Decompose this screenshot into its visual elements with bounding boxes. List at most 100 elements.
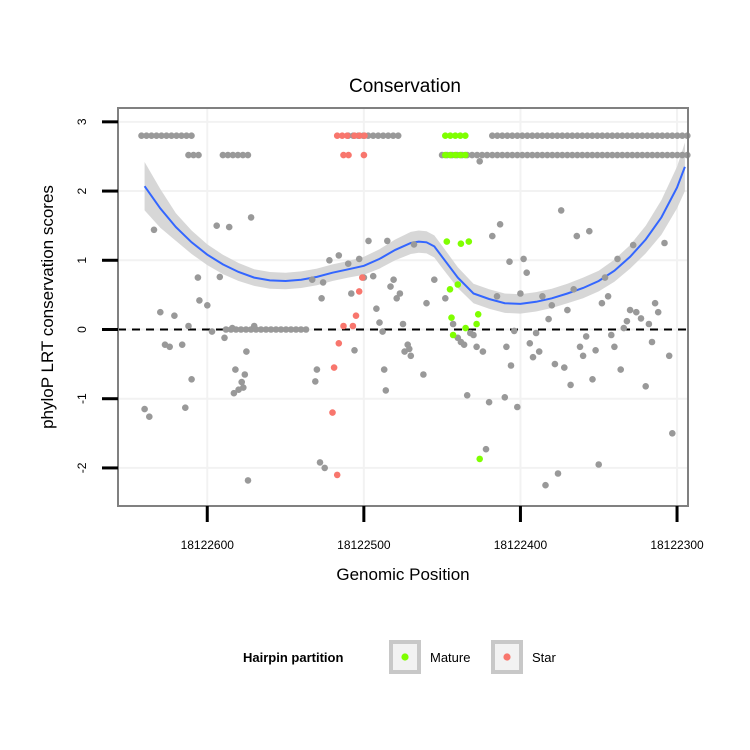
point-other-59: [406, 345, 413, 353]
point-other-65: [442, 295, 449, 302]
point-other-63: [423, 299, 430, 307]
band-point-6-0: [242, 326, 250, 333]
band-point-1-3: [629, 151, 636, 159]
band-point-0-0: [178, 132, 185, 139]
point-other-104: [570, 286, 577, 293]
band-point-0-2: [559, 132, 566, 139]
point-other-21: [232, 366, 239, 373]
band-point-1-3: [639, 151, 646, 159]
band-point-1-3: [669, 151, 676, 159]
point-other-17: [221, 334, 228, 342]
band-point-1-1: [239, 151, 247, 159]
band-point-0-0: [168, 132, 175, 139]
band-point-1-1: [219, 151, 227, 159]
band-point-0-2: [659, 132, 666, 139]
point-mature-8: [473, 320, 480, 328]
band-point-1-0: [185, 151, 192, 159]
panel-border: [117, 107, 689, 507]
band-point-1-1: [244, 151, 252, 159]
band-point-0-1: [394, 132, 402, 139]
x-axis-ticks: 18122600 18122400 18122300: [181, 506, 704, 552]
band-point-1-3: [664, 151, 671, 159]
band-point-0-2: [649, 132, 656, 139]
band-point-1-3: [534, 151, 541, 159]
point-other-0: [141, 405, 148, 413]
point-other-120: [620, 324, 628, 332]
band-point-1-3: [504, 151, 511, 159]
legend-swatch-star: [503, 653, 511, 661]
band-point-0-2: [564, 132, 571, 139]
y-tick-label-3: 1: [75, 257, 89, 264]
point-other-39: [344, 260, 352, 268]
band-point-3-1: [360, 151, 368, 159]
band-point-5-0: [442, 151, 449, 159]
band-point-4-0: [452, 132, 459, 139]
band-point-4-0: [457, 132, 464, 139]
point-other-108: [582, 333, 590, 340]
point-other-96: [545, 315, 552, 323]
point-other-26: [243, 348, 250, 355]
point-other-54: [393, 295, 401, 302]
band-point-1-3: [654, 151, 661, 159]
band-point-5-0: [447, 151, 454, 159]
point-other-113: [598, 299, 606, 307]
point-other-129: [651, 299, 659, 307]
point-other-52: [387, 283, 394, 290]
band-point-1-3: [609, 151, 616, 159]
point-other-29: [250, 322, 258, 330]
point-other-42: [355, 255, 363, 263]
band-point-0-2: [614, 132, 621, 139]
band-point-4-0: [447, 132, 454, 139]
band-point-0-2: [634, 132, 641, 139]
band-point-1-3: [674, 151, 681, 159]
band-point-5-0: [462, 151, 469, 159]
point-other-94: [539, 293, 546, 300]
band-point-6-0: [282, 326, 290, 333]
point-other-109: [586, 227, 593, 235]
band-point-0-2: [599, 132, 606, 139]
band-point-6-0: [292, 326, 300, 333]
band-point-0-2: [574, 132, 581, 139]
y-tick-label-5: 3: [75, 118, 89, 125]
band-point-6-0: [297, 326, 305, 333]
band-point-1-3: [554, 151, 561, 159]
band-point-1-3: [559, 151, 566, 159]
band-point-1-3: [539, 151, 546, 159]
band-point-0-2: [494, 132, 501, 139]
point-other-105: [573, 232, 581, 240]
scatter-points: [141, 158, 676, 489]
band-point-1-1: [224, 151, 232, 159]
point-star-7: [355, 288, 363, 295]
point-other-107: [579, 352, 587, 360]
point-mature-1: [446, 286, 454, 293]
band-point-0-0: [138, 132, 145, 139]
point-other-128: [648, 338, 656, 346]
band-point-1-2: [478, 151, 486, 159]
point-other-34: [318, 295, 325, 302]
band-point-0-2: [539, 132, 546, 139]
point-mature-7: [465, 238, 473, 245]
band-point-0-0: [163, 132, 170, 139]
band-point-1-3: [509, 151, 516, 159]
band-point-1-3: [594, 151, 601, 159]
point-other-80: [496, 221, 504, 228]
point-other-64: [431, 276, 438, 284]
point-other-41: [351, 347, 358, 354]
band-point-4-0: [442, 132, 449, 139]
point-other-83: [506, 258, 513, 266]
band-point-1-3: [579, 151, 586, 159]
band-point-0-1: [379, 132, 387, 139]
band-point-0-2: [584, 132, 591, 139]
band-point-1-3: [529, 151, 536, 159]
band-point-6-0: [287, 326, 295, 333]
band-point-0-2: [609, 132, 616, 139]
band-point-0-2: [669, 132, 676, 139]
point-other-72: [470, 331, 477, 339]
point-other-56: [399, 320, 407, 328]
point-other-1: [146, 413, 153, 421]
band-point-1-3: [604, 151, 611, 159]
point-other-118: [614, 255, 621, 263]
point-other-98: [551, 360, 559, 368]
band-point-1-0: [195, 151, 202, 159]
legend-label-star: Star: [532, 650, 557, 665]
